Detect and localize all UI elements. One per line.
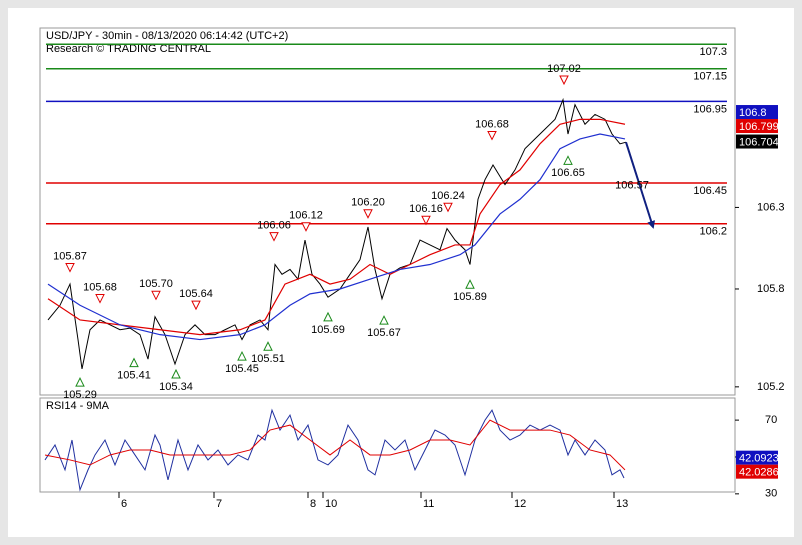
low-label: 106.65 <box>551 167 585 179</box>
series-line <box>47 133 626 341</box>
high-label: 105.70 <box>139 278 173 290</box>
low-marker <box>263 341 273 351</box>
low-marker <box>75 377 85 387</box>
high-marker <box>65 263 75 273</box>
high-label: 106.06 <box>257 219 291 231</box>
high-marker <box>487 130 497 141</box>
rsi-plot <box>44 408 626 492</box>
high-label: 106.68 <box>475 118 509 130</box>
level-label: 106.95 <box>693 103 727 115</box>
high-label: 105.87 <box>53 250 87 262</box>
level-label: 106.45 <box>693 185 727 197</box>
low-marker <box>129 357 139 368</box>
low-marker <box>379 315 389 325</box>
projection-arrow <box>625 141 655 229</box>
value-tag-label: 106.8 <box>739 107 767 119</box>
x-tick-label: 12 <box>514 498 526 510</box>
high-marker <box>191 300 201 311</box>
rsi-y-tick-label: 70 <box>765 414 777 426</box>
level-label: 106.2 <box>699 226 727 238</box>
y-tick-label: 105.2 <box>757 381 785 393</box>
high-marker <box>151 290 161 301</box>
low-marker <box>323 311 333 322</box>
high-marker <box>301 222 311 232</box>
y-tick-label: 105.8 <box>757 283 785 295</box>
low-marker <box>171 368 181 379</box>
high-marker <box>269 232 279 242</box>
x-tick-label: 6 <box>121 498 127 510</box>
high-label: 107.02 <box>547 63 581 75</box>
low-label: 105.89 <box>453 291 487 303</box>
series-line <box>47 118 626 336</box>
high-label: 105.68 <box>83 281 117 293</box>
value-tag-label: 106.799 <box>739 121 779 133</box>
x-tick-label: 10 <box>325 498 337 510</box>
high-marker <box>421 215 431 226</box>
low-label: 105.29 <box>63 389 97 401</box>
high-marker <box>95 294 105 304</box>
value-tag <box>736 105 778 120</box>
high-label: 106.24 <box>431 190 465 202</box>
high-marker <box>559 75 569 86</box>
x-tick-label: 8 <box>310 498 316 510</box>
price-plot <box>46 43 727 370</box>
low-label: 105.69 <box>311 324 345 336</box>
low-label: 105.41 <box>117 369 151 381</box>
x-tick-label: 11 <box>423 498 434 510</box>
x-tick-label: 7 <box>216 498 222 510</box>
value-tag-label: 106.704 <box>739 136 779 148</box>
value-tag <box>736 450 778 465</box>
value-tag <box>736 134 778 149</box>
target-label: 106.57 <box>615 179 649 191</box>
price-panel <box>39 27 736 396</box>
y-tick-label: 106.3 <box>757 201 785 213</box>
low-marker <box>237 350 247 361</box>
inner-frame <box>8 8 794 537</box>
low-marker <box>465 279 475 289</box>
low-label: 105.45 <box>225 363 259 375</box>
level-label: 107.15 <box>693 71 727 83</box>
series-line <box>44 419 626 471</box>
series-line <box>44 408 625 492</box>
low-label: 105.34 <box>159 381 193 393</box>
chart-title: USD/JPY - 30min - 08/13/2020 06:14:42 (U… <box>46 30 288 42</box>
value-tag <box>736 464 778 479</box>
rsi-title: RSI14 - 9MA <box>46 400 110 412</box>
high-label: 106.20 <box>351 197 385 209</box>
high-label: 106.16 <box>409 203 443 215</box>
value-tag <box>736 119 778 134</box>
x-tick-label: 13 <box>616 498 628 510</box>
high-marker <box>443 202 453 213</box>
chart-subtitle: Research © TRADING CENTRAL <box>46 43 211 55</box>
level-label: 107.3 <box>699 46 727 58</box>
low-marker <box>563 155 573 165</box>
rsi-panel <box>39 397 736 493</box>
high-label: 106.12 <box>289 210 323 222</box>
high-marker <box>363 209 373 219</box>
rsi-y-tick-label: 30 <box>765 488 777 500</box>
value-tag-label: 42.0286 <box>739 467 779 479</box>
low-label: 105.67 <box>367 327 401 339</box>
low-label: 105.51 <box>251 353 285 365</box>
high-label: 105.64 <box>179 288 213 300</box>
value-tag-label: 42.0923 <box>739 453 779 465</box>
